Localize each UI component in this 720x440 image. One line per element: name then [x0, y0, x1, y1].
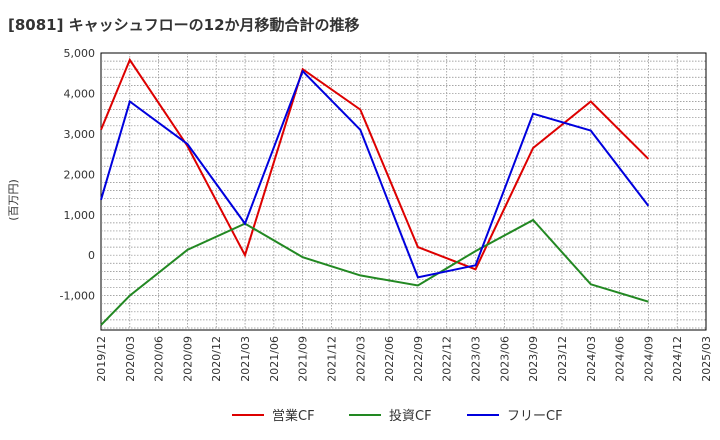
x-tick-label: 2019/12 — [95, 336, 108, 382]
y-tick-label: 3,000 — [64, 128, 96, 141]
x-tick-label: 2024/09 — [642, 336, 655, 382]
x-tick-label: 2024/12 — [671, 336, 684, 382]
series-line-フリーCF — [100, 69, 650, 279]
y-tick-label: 2,000 — [64, 168, 96, 181]
y-tick-label: 4,000 — [64, 87, 96, 100]
x-tick-label: 2021/12 — [325, 336, 338, 382]
x-tick-label: 2023/03 — [470, 336, 483, 382]
x-tick-label: 2022/12 — [441, 336, 454, 382]
x-tick-label: 2021/06 — [268, 336, 281, 382]
grid-layer — [101, 53, 706, 330]
y-tick-label: 0 — [88, 249, 95, 262]
y-tick-label: -1,000 — [60, 290, 95, 303]
x-tick-label: 2022/09 — [412, 336, 425, 382]
series-line-営業CF — [100, 57, 650, 271]
x-tick-label: 2024/03 — [585, 336, 598, 382]
y-axis-label: (百万円) — [7, 179, 20, 221]
legend: 営業CF 投資CF フリーCF — [232, 408, 563, 424]
x-tick-label: 2020/12 — [210, 336, 223, 382]
x-tick-label: 2024/06 — [614, 336, 627, 382]
x-tick-label: 2023/09 — [527, 336, 540, 382]
series-line-投資CF — [100, 218, 649, 326]
x-tick-label: 2020/03 — [124, 336, 137, 382]
y-tick-label: 1,000 — [64, 209, 96, 222]
x-tick-label: 2020/09 — [181, 336, 194, 382]
legend-label: 投資CF — [389, 408, 432, 424]
x-tick-label: 2021/03 — [239, 336, 252, 382]
chart-title: [8081] キャッシュフローの12か月移動合計の推移 — [8, 16, 360, 34]
x-tick-label: 2023/12 — [556, 336, 569, 382]
legend-label: フリーCF — [507, 409, 563, 424]
x-tick-label: 2025/03 — [700, 336, 713, 382]
x-tick-label: 2020/06 — [153, 336, 166, 382]
x-tick-label: 2022/03 — [354, 336, 367, 382]
plot-area — [100, 52, 707, 331]
series-layer — [100, 57, 650, 326]
x-tick-label: 2022/06 — [383, 336, 396, 382]
x-tick-label: 2023/06 — [498, 336, 511, 382]
y-tick-label: 5,000 — [64, 47, 96, 60]
x-tick-labels: 2019/12 2020/03 2020/06 2020/09 2020/12 2021/… — [95, 336, 713, 382]
x-tick-label: 2021/09 — [297, 336, 310, 382]
y-tick-labels: -1,000 0 1,000 2,000 3,000 4,000 5,000 — [60, 47, 95, 303]
legend-label: 営業CF — [272, 408, 315, 424]
